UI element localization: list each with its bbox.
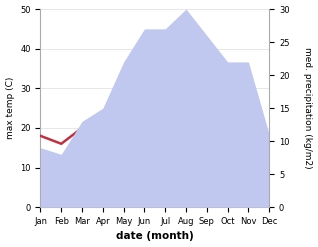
Y-axis label: max temp (C): max temp (C) [5, 77, 15, 139]
Y-axis label: med. precipitation (kg/m2): med. precipitation (kg/m2) [303, 47, 313, 169]
X-axis label: date (month): date (month) [116, 231, 194, 242]
